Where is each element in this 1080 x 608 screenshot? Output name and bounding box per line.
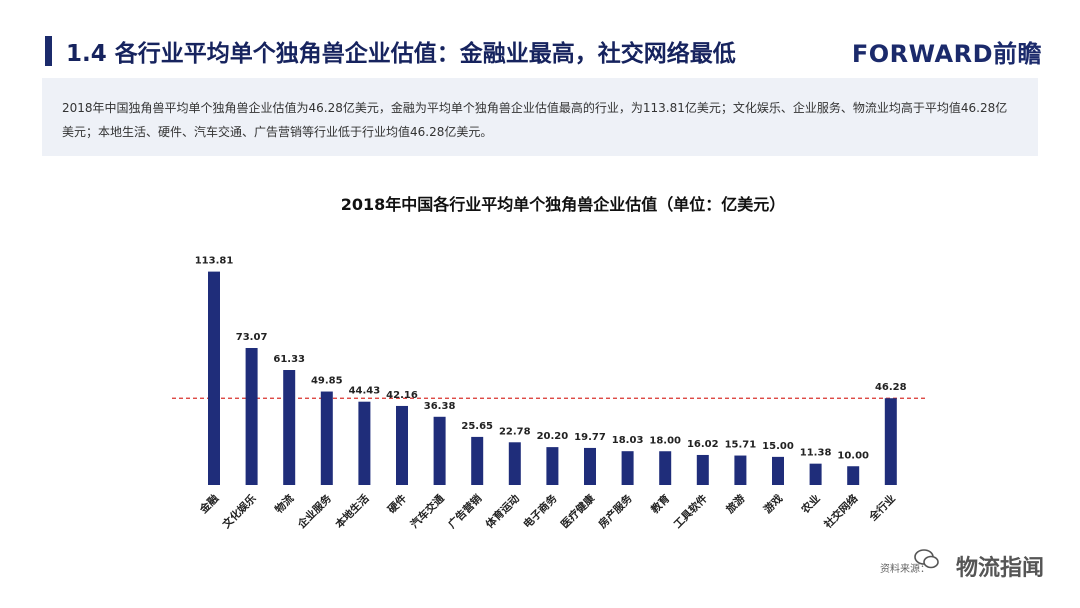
bar-0 [208, 271, 220, 485]
category-label-3: 企业服务 [294, 492, 334, 532]
data-label-16: 11.38 [800, 448, 832, 459]
data-label-0: 113.81 [195, 256, 234, 267]
brand-logo: FORWARD前瞻 [851, 40, 1042, 68]
category-label-11: 房产服务 [596, 492, 635, 531]
category-label-10: 医疗健康 [558, 492, 597, 531]
data-label-7: 25.65 [461, 421, 493, 432]
bar-11 [621, 451, 634, 485]
category-label-9: 电子商务 [521, 492, 560, 531]
bar-7 [471, 436, 484, 485]
data-label-13: 16.02 [687, 439, 719, 450]
bar-3 [320, 391, 333, 485]
category-label-1: 文化娱乐 [219, 492, 259, 532]
data-label-1: 73.07 [236, 332, 268, 343]
source-note: 资料来源： [880, 564, 930, 575]
data-label-12: 18.00 [649, 435, 681, 446]
bar-18 [884, 398, 897, 485]
category-label-7: 广告营销 [445, 492, 484, 531]
bar-13 [696, 454, 709, 485]
category-label-18: 全行业 [866, 492, 899, 525]
category-label-4: 本地生活 [333, 492, 372, 531]
category-label-0: 金融 [196, 492, 221, 517]
bar-4 [358, 401, 371, 485]
data-label-14: 15.71 [725, 440, 757, 451]
category-label-14: 旅游 [723, 492, 747, 516]
data-label-3: 49.85 [311, 376, 343, 387]
bar-16 [809, 463, 822, 485]
bar-17 [847, 466, 860, 485]
data-label-4: 44.43 [349, 386, 381, 397]
data-label-15: 15.00 [762, 441, 794, 452]
category-label-8: 体育运动 [483, 492, 522, 531]
category-label-2: 物流 [272, 492, 296, 516]
bar-15 [772, 456, 784, 485]
data-label-2: 61.33 [273, 354, 305, 365]
data-label-6: 36.38 [424, 401, 456, 412]
bar-10 [584, 447, 596, 485]
bar-6 [433, 416, 446, 485]
bar-14 [734, 455, 747, 485]
data-label-9: 20.20 [537, 431, 569, 442]
category-label-15: 游戏 [761, 492, 785, 516]
watermark-text: 物流指闻 [955, 556, 1044, 581]
data-label-10: 19.77 [574, 432, 606, 443]
category-label-12: 教育 [648, 492, 673, 517]
header: 1.4 各行业平均单个独角兽企业估值：金融业最高，社交网络最低 FORWARD前… [0, 20, 1080, 76]
data-label-18: 46.28 [875, 382, 907, 393]
chart-title: 2018年中国各行业平均单个独角兽企业估值（单位：亿美元） [341, 195, 786, 214]
bar-9 [546, 447, 559, 485]
data-label-5: 42.16 [386, 390, 418, 401]
data-label-11: 18.03 [612, 435, 644, 446]
category-label-17: 社交网络 [821, 492, 861, 532]
category-label-5: 硬件 [385, 492, 409, 516]
title-accent-bar [45, 36, 52, 66]
summary-box: 2018年中国独角兽平均单个独角兽企业估值为46.28亿美元，金融为平均单个独角… [42, 78, 1038, 156]
bar-8 [508, 442, 521, 485]
category-label-6: 汽车交通 [408, 492, 447, 531]
wechat-icon [914, 549, 939, 569]
category-label-13: 工具软件 [671, 492, 710, 531]
bar-12 [659, 451, 672, 485]
bar-5 [396, 405, 408, 485]
bar-1 [245, 347, 258, 485]
page-title: 1.4 各行业平均单个独角兽企业估值：金融业最高，社交网络最低 [66, 41, 736, 67]
category-label-16: 农业 [798, 492, 823, 517]
data-label-17: 10.00 [837, 450, 869, 461]
bar-chart: 2018年中国各行业平均单个独角兽企业估值（单位：亿美元） 113.81 金融 73… [172, 195, 925, 532]
bar-2 [283, 370, 296, 485]
data-label-8: 22.78 [499, 426, 531, 437]
